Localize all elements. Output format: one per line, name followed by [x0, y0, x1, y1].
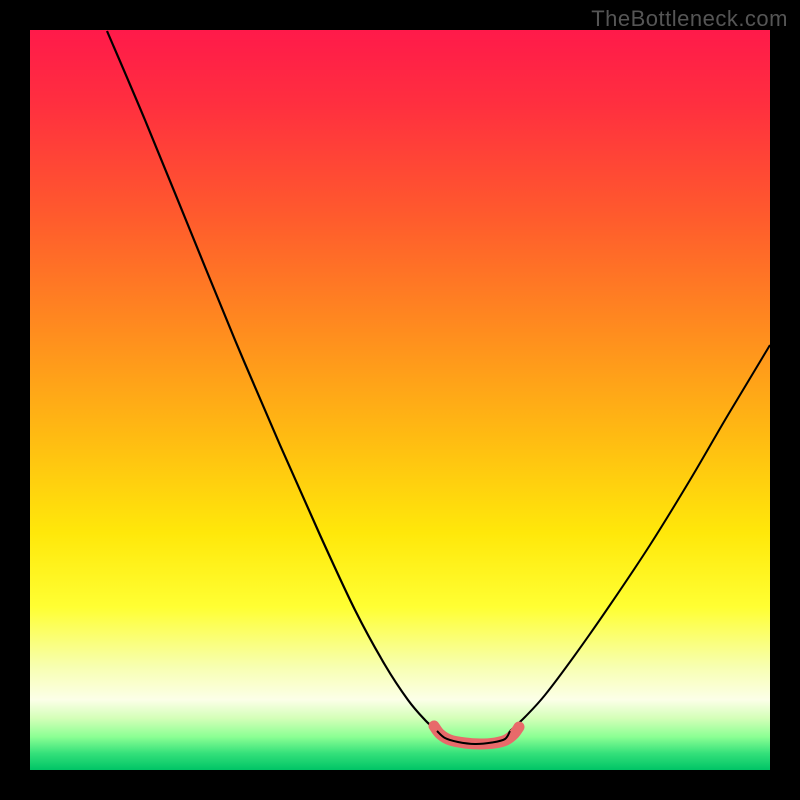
chart-container: TheBottleneck.com [0, 0, 800, 800]
plot-background [30, 30, 770, 770]
bottleneck-chart [0, 0, 800, 800]
watermark-text: TheBottleneck.com [591, 6, 788, 32]
